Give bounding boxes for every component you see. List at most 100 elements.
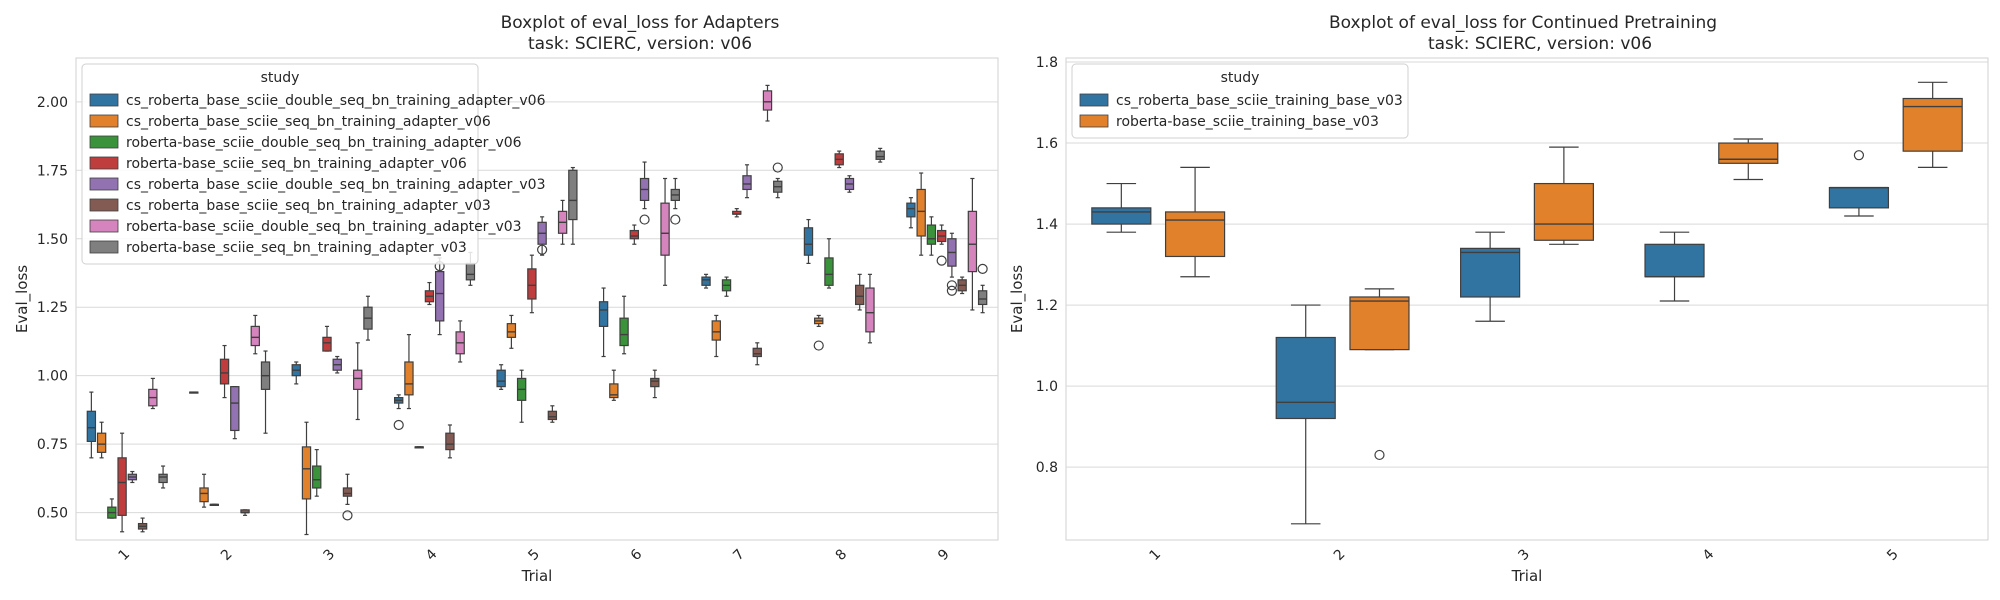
boxplot-box	[137, 517, 148, 533]
box-iqr	[465, 262, 476, 281]
box-iqr	[977, 290, 988, 306]
boxplot-box	[199, 473, 209, 508]
boxplot-box	[1828, 150, 1890, 217]
boxplot-box	[650, 369, 660, 399]
outlier-point	[946, 280, 958, 291]
x-tick-label: 4	[423, 546, 441, 564]
box-iqr	[865, 287, 875, 333]
box-iqr	[752, 347, 762, 358]
legend-swatch	[89, 177, 119, 191]
box-iqr	[762, 90, 773, 111]
y-axis-label: Eval_loss	[1008, 265, 1027, 333]
boxplot-box	[260, 350, 271, 434]
box-iqr	[312, 465, 322, 489]
boxplot-box	[414, 446, 424, 449]
boxplot-box	[1275, 304, 1336, 525]
box-iqr	[1533, 182, 1594, 241]
legend-entry: cs_roberta_base_sciie_seq_bn_training_ad…	[126, 198, 491, 214]
box-iqr	[404, 361, 414, 396]
boxplot-box	[404, 334, 414, 410]
box-iqr	[96, 432, 107, 453]
y-tick-label: 1.00	[37, 369, 68, 385]
legend-frame	[1071, 63, 1409, 139]
box-iqr	[906, 202, 916, 218]
legend-swatch	[1079, 114, 1109, 128]
outlier-point	[342, 510, 353, 521]
boxplot-box	[844, 175, 855, 193]
boxplot-box	[977, 263, 988, 314]
x-tick-label: 4	[1700, 546, 1718, 564]
boxplot-box	[916, 172, 926, 256]
box-iqr	[967, 210, 978, 273]
legend-entry: cs_roberta_base_sciie_seq_bn_training_ad…	[126, 114, 491, 130]
boxplot-box	[537, 216, 548, 256]
box-iqr	[1644, 243, 1705, 278]
box-iqr	[598, 301, 609, 327]
boxplot-box	[1460, 231, 1521, 322]
box-iqr	[506, 323, 517, 338]
boxplot-box	[240, 509, 250, 516]
boxplot-box	[1164, 166, 1226, 278]
box-iqr	[353, 369, 363, 390]
x-tick-label: 6	[628, 546, 646, 564]
box-iqr	[1460, 247, 1521, 298]
box-iqr	[301, 446, 312, 500]
legend-swatch	[89, 240, 119, 254]
legend-swatch	[89, 156, 119, 170]
boxplot-box	[86, 391, 97, 459]
boxplot-box	[701, 273, 711, 289]
boxplot-box	[1091, 182, 1152, 233]
boxplot-box	[813, 314, 824, 351]
x-axis-label: Trial	[1511, 567, 1543, 585]
box-marks	[1091, 81, 1963, 525]
legend-entry: roberta-base_sciie_double_seq_bn_trainin…	[126, 135, 522, 151]
box-iqr	[322, 336, 332, 352]
continued-pretraining-boxplot-panel: Boxplot of eval_loss for Continued Pretr…	[1008, 13, 1989, 585]
legend-swatch	[1079, 93, 1109, 107]
boxplot-box	[127, 470, 138, 484]
boxplot-box	[762, 84, 773, 122]
boxplot-box	[568, 166, 578, 245]
boxplot-box	[332, 355, 342, 374]
boxplot-box	[557, 199, 568, 245]
legend-swatch	[89, 198, 119, 212]
boxplot-box	[363, 295, 373, 341]
y-tick-label: 1.0	[1036, 379, 1058, 395]
legend-swatch	[89, 135, 119, 149]
box-iqr	[629, 229, 640, 240]
boxplot-box	[711, 314, 721, 358]
boxplot-box	[96, 421, 107, 459]
box-iqr	[547, 410, 558, 421]
boxplot-box	[855, 273, 865, 311]
boxplot-box	[189, 391, 199, 394]
box-iqr	[1164, 211, 1226, 258]
x-tick-label: 3	[320, 546, 338, 564]
boxplot-box	[353, 342, 363, 421]
chart-title-line1: Boxplot of eval_loss for Adapters	[501, 13, 780, 33]
box-iqr	[916, 188, 926, 237]
y-tick-label: 0.75	[37, 437, 68, 453]
boxplot-box	[424, 281, 435, 306]
boxplot-box	[1533, 146, 1594, 245]
y-tick-label: 1.4	[1036, 217, 1058, 233]
boxplot-box	[1349, 288, 1410, 461]
box-iqr	[342, 487, 353, 497]
box-iqr	[219, 358, 230, 385]
y-tick-label: 0.50	[37, 506, 68, 522]
box-iqr	[855, 284, 865, 306]
box-iqr	[1349, 296, 1410, 351]
y-tick-label: 1.75	[37, 163, 68, 179]
legend-title: study	[1221, 70, 1260, 86]
legend-swatch	[89, 219, 119, 233]
y-tick-label: 1.8	[1036, 55, 1058, 71]
legend-title: study	[261, 70, 300, 86]
boxplot-box	[527, 254, 537, 314]
y-tick-label: 1.6	[1036, 136, 1058, 152]
boxplot-box	[312, 449, 322, 497]
x-tick-label: 7	[730, 546, 748, 564]
x-tick-label: 2	[218, 546, 236, 564]
box-iqr	[711, 320, 721, 341]
y-tick-label: 1.2	[1036, 298, 1058, 314]
legend-entry: cs_roberta_base_sciie_double_seq_bn_trai…	[126, 177, 545, 193]
